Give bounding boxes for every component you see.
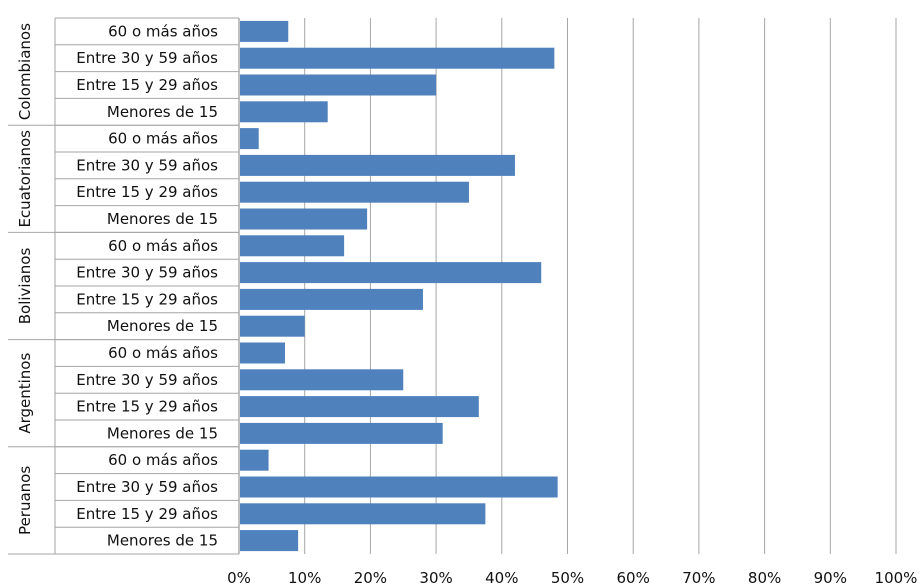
bar xyxy=(240,154,515,176)
category-label: 60 o más años xyxy=(108,237,218,255)
category-label: Entre 15 y 29 años xyxy=(76,290,218,308)
x-tick-label: 0% xyxy=(227,569,251,587)
bar xyxy=(240,422,443,444)
bars xyxy=(240,20,558,552)
category-dividers xyxy=(8,17,240,555)
category-label: 60 o más años xyxy=(108,22,218,40)
x-tick-label: 40% xyxy=(485,569,518,587)
bar xyxy=(240,101,328,123)
bar xyxy=(240,74,437,96)
gridlines xyxy=(238,18,897,554)
category-label: Entre 30 y 59 años xyxy=(76,49,218,67)
bar xyxy=(240,208,368,230)
category-label: 60 o más años xyxy=(108,130,218,148)
group-labels: Colombianos Ecuatorianos Bolivianos Argenti… xyxy=(16,23,34,535)
bar xyxy=(240,235,345,257)
category-label: Menores de 15 xyxy=(107,424,218,442)
category-label: Menores de 15 xyxy=(107,317,218,335)
group-label: Peruanos xyxy=(16,466,34,535)
category-label: 60 o más años xyxy=(108,344,218,362)
x-tick-label: 30% xyxy=(419,569,452,587)
category-label: Menores de 15 xyxy=(107,532,218,550)
bar xyxy=(240,369,404,391)
bar xyxy=(240,449,269,471)
x-tick-label: 50% xyxy=(551,569,584,587)
bar xyxy=(240,181,469,203)
bar xyxy=(240,530,299,552)
bar xyxy=(240,20,289,42)
bar xyxy=(240,288,423,310)
category-label: Entre 30 y 59 años xyxy=(76,156,218,174)
x-tick-label: 70% xyxy=(682,569,715,587)
x-tick-label: 20% xyxy=(354,569,387,587)
bar xyxy=(240,503,486,525)
bar xyxy=(240,476,558,498)
x-tick-label: 100% xyxy=(875,569,918,587)
group-label: Ecuatorianos xyxy=(16,130,34,228)
bar xyxy=(240,128,259,150)
x-tick-label: 90% xyxy=(814,569,847,587)
bar xyxy=(240,47,555,69)
category-label: Entre 15 y 29 años xyxy=(76,76,218,94)
group-label: Bolivianos xyxy=(16,248,34,325)
x-tick-label: 10% xyxy=(288,569,321,587)
bar xyxy=(240,262,542,284)
category-label: Entre 15 y 29 años xyxy=(76,183,218,201)
category-label: Entre 30 y 59 años xyxy=(76,371,218,389)
category-label: Entre 15 y 29 años xyxy=(76,398,218,416)
x-tick-label: 80% xyxy=(748,569,781,587)
x-tick-label: 60% xyxy=(617,569,650,587)
bar xyxy=(240,342,285,364)
category-labels: 60 o más años Entre 30 y 59 años Entre 15 … xyxy=(76,22,218,549)
bar xyxy=(240,315,305,337)
category-label: Entre 15 y 29 años xyxy=(76,505,218,523)
category-label: Menores de 15 xyxy=(107,210,218,228)
category-label: Menores de 15 xyxy=(107,103,218,121)
group-label: Colombianos xyxy=(16,23,34,120)
x-axis-ticks: 0% 10% 20% 30% 40% 50% 60% 70% 80% 90% 100% xyxy=(227,569,917,587)
group-label: Argentinos xyxy=(16,353,34,434)
category-label: 60 o más años xyxy=(108,451,218,469)
category-label: Entre 30 y 59 años xyxy=(76,478,218,496)
category-label: Entre 30 y 59 años xyxy=(76,264,218,282)
bar xyxy=(240,396,479,418)
